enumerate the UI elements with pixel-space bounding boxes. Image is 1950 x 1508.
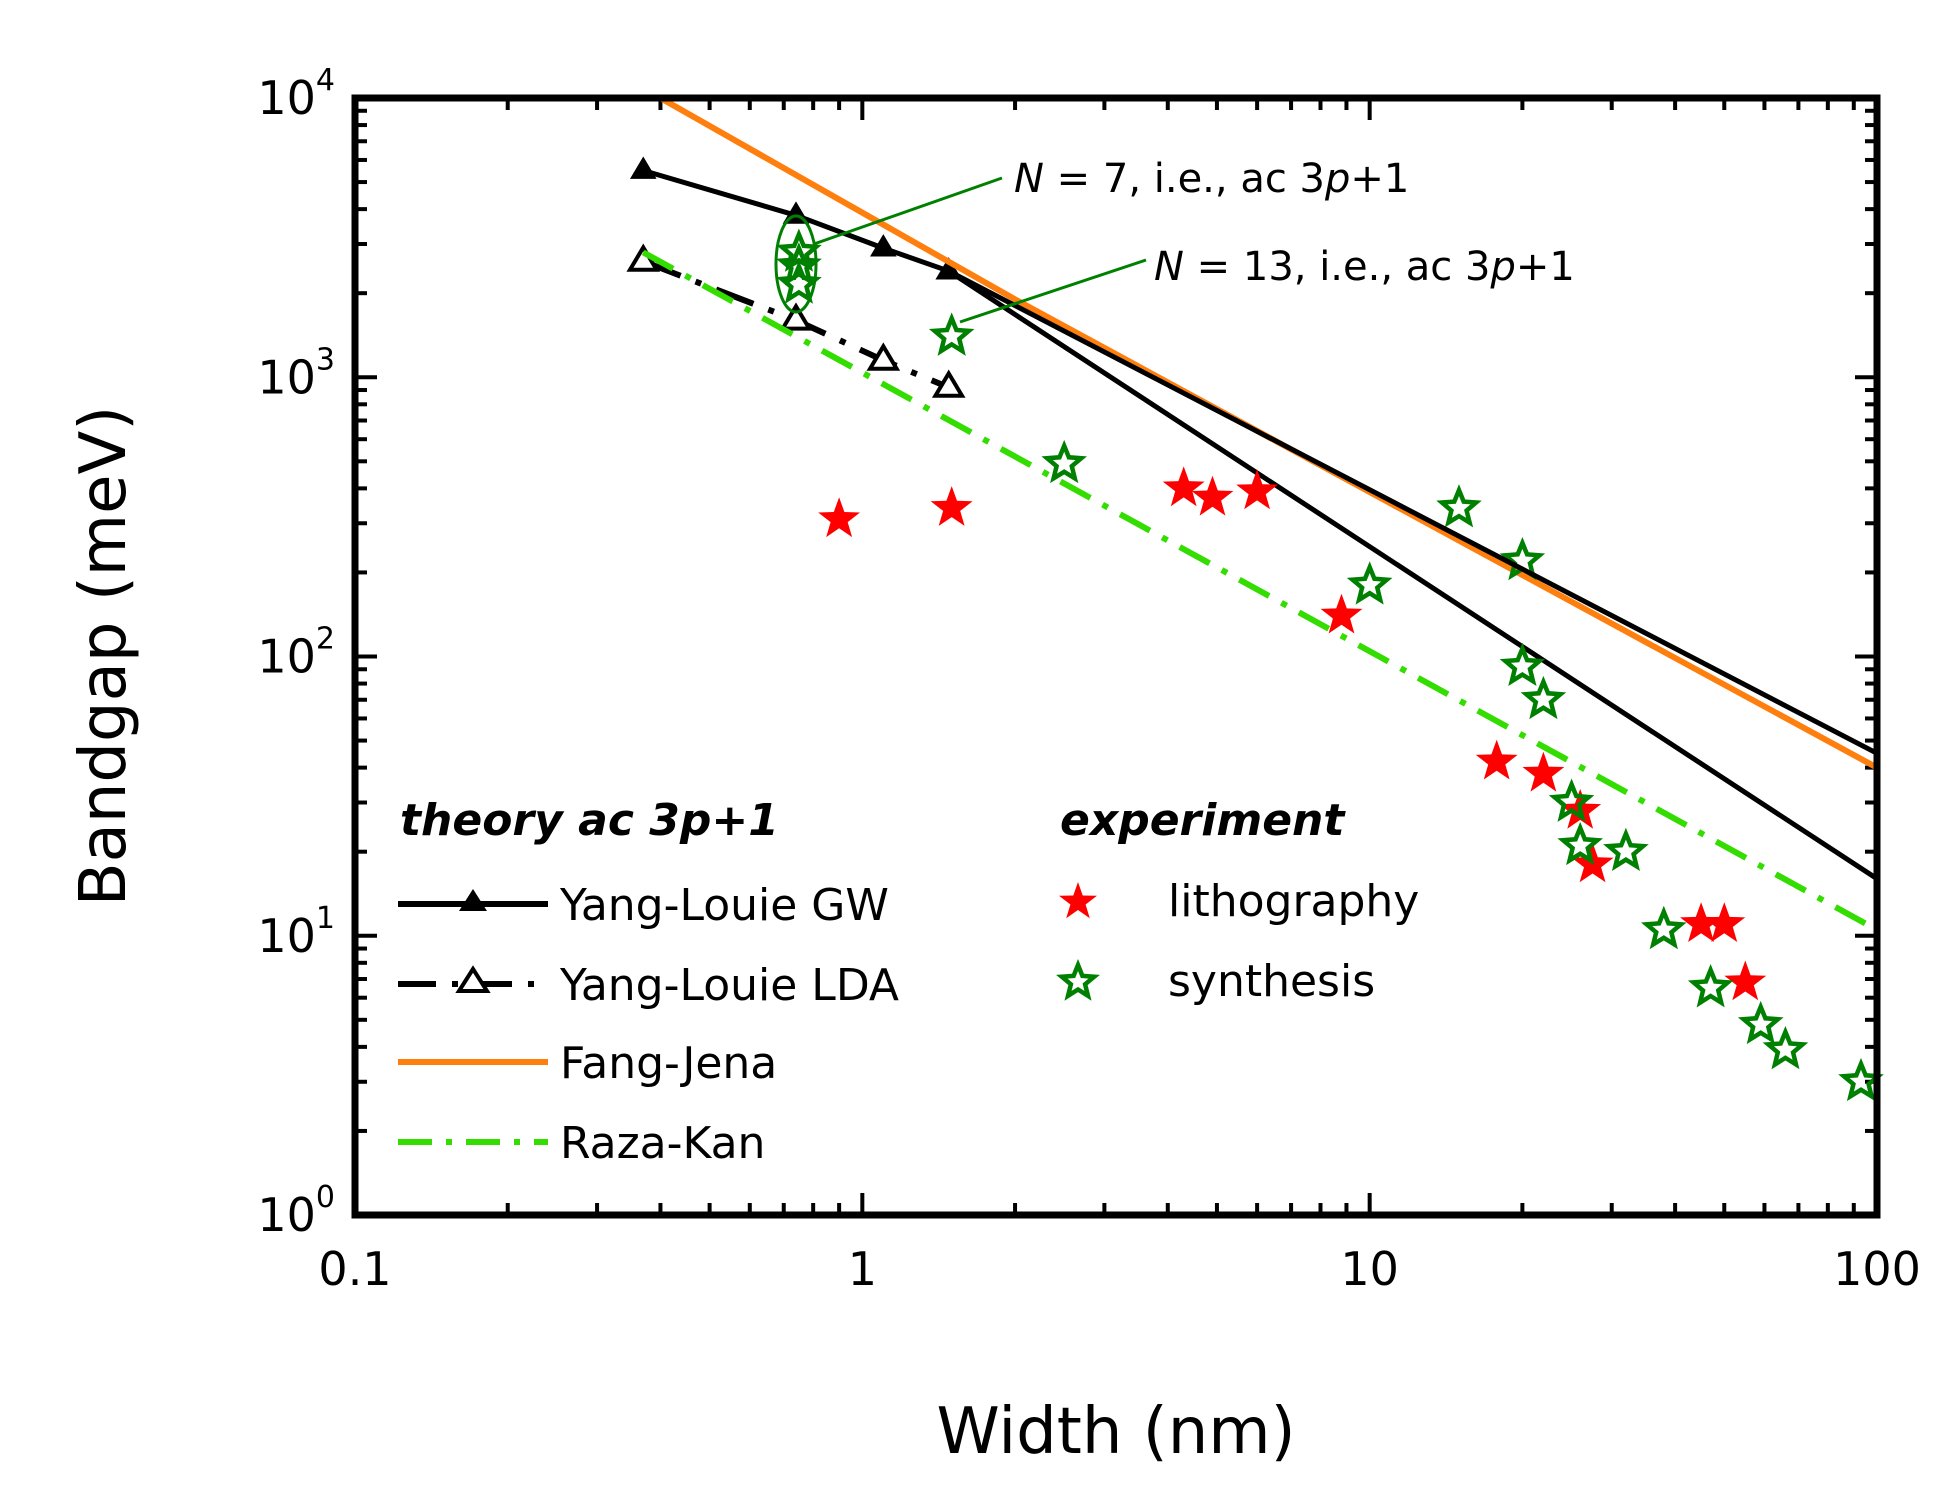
legend-label-lithography: lithography [1168, 876, 1419, 927]
x-tick-label: 100 [1833, 1242, 1921, 1296]
fit-line [947, 268, 1879, 881]
y-tick-label: 102 [257, 622, 335, 684]
data-point [1346, 561, 1393, 605]
series-yang-louie-gw-upper- [947, 268, 1879, 756]
n13-pointer-line [959, 258, 1147, 324]
x-tick-label: 1 [848, 1242, 877, 1296]
series-line [658, 95, 1879, 771]
legend-label-raza-kan: Raza-Kan [560, 1118, 765, 1169]
series-line [641, 249, 1879, 933]
data-point [1737, 1000, 1784, 1045]
series-line [947, 268, 1879, 756]
data-point [1499, 642, 1546, 687]
annotation-n13: N = 13, i.e., ac 3p+1 [1154, 244, 1575, 290]
y-axis-title: Bandgap (meV) [67, 406, 141, 907]
plot-frame [351, 94, 1881, 1219]
legend-label-synthesis: synthesis [1168, 956, 1375, 1007]
data-point [1522, 751, 1565, 792]
data-point [1687, 964, 1734, 1008]
data-point [1041, 439, 1087, 484]
series-layer [626, 95, 1884, 1102]
x-axis-title: Width (nm) [936, 1395, 1295, 1469]
data-point [1557, 821, 1603, 866]
data-point [1320, 593, 1363, 634]
data-point [1520, 675, 1567, 720]
legend: theory ac 3p+1 experiment Yang-Louie GW … [398, 795, 1419, 1169]
annotations: N = 7, i.e., ac 3p+1 N = 13, i.e., ac 3p… [774, 156, 1575, 324]
legend-lithography-marker [1059, 882, 1097, 919]
legend-label-fang-jena: Fang-Jena [560, 1038, 777, 1089]
legend-lda-marker [455, 965, 491, 993]
data-point [776, 228, 822, 272]
legend-label-gw: Yang-Louie GW [559, 880, 889, 931]
x-tick-label: 0.1 [318, 1242, 391, 1296]
data-point [1724, 960, 1767, 1001]
data-point [1838, 1057, 1884, 1102]
data-point [1762, 1025, 1809, 1070]
data-point [1548, 778, 1595, 822]
legend-theory-header: theory ac 3p+1 [400, 795, 779, 846]
legend-star [1059, 882, 1097, 919]
data-point [870, 234, 897, 257]
data-point [1436, 484, 1482, 528]
series-yang-louie-lda [626, 243, 966, 398]
series-synthesis [776, 228, 1884, 1102]
data-point [1603, 827, 1649, 871]
y-tick-label: 103 [257, 342, 335, 404]
data-point [1475, 739, 1518, 780]
data-point [818, 497, 860, 538]
data-point [928, 312, 975, 356]
data-point [1162, 466, 1205, 507]
data-point [776, 242, 822, 286]
legend-synthesis-marker [1056, 958, 1100, 1001]
data-point [1703, 902, 1746, 942]
data-point [930, 486, 973, 526]
legend-gw-marker [459, 889, 487, 911]
legend-experiment-header: experiment [1060, 795, 1346, 846]
series-line [642, 258, 950, 391]
data-point [1641, 905, 1687, 950]
y-tick-label: 104 [257, 63, 335, 125]
y-tick-label: 101 [257, 901, 335, 963]
data-point [776, 260, 822, 304]
series-fang-jena [658, 95, 1879, 771]
legend-star [1056, 958, 1100, 1001]
annotation-n7: N = 7, i.e., ac 3p+1 [1014, 156, 1409, 202]
n7-pointer-line [813, 176, 1003, 246]
n7-highlight-ellipse [774, 214, 818, 314]
data-point [1191, 475, 1234, 516]
data-point [779, 302, 813, 331]
legend-label-lda: Yang-Louie LDA [559, 960, 899, 1011]
series-line [642, 168, 950, 274]
data-point [866, 342, 901, 371]
data-point [931, 369, 966, 398]
series-raza-kan [641, 249, 1879, 933]
data-point [1680, 902, 1722, 942]
y-tick-label: 100 [257, 1180, 335, 1242]
tick-labels: 0.1 1 10 100 100 101 102 103 104 [257, 63, 1921, 1296]
x-tick-label: 10 [1340, 1242, 1399, 1296]
data-point [1236, 469, 1278, 510]
data-point [629, 156, 657, 179]
